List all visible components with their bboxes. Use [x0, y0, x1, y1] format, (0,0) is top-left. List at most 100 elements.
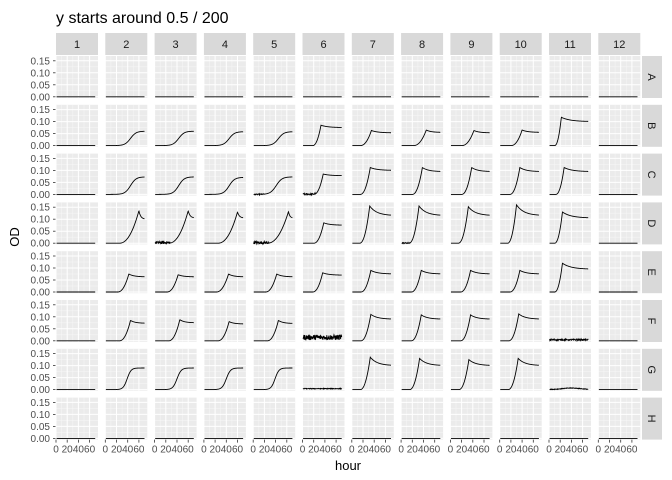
y-tick-label: 0.00 [31, 141, 51, 152]
panel-background [56, 153, 98, 196]
facet-panel [449, 348, 493, 391]
facet-panel [351, 202, 394, 245]
facet-panel [449, 104, 493, 147]
x-tick-label: 20 [555, 445, 567, 456]
x-tick-label: 60 [84, 445, 96, 456]
panel-background [499, 397, 542, 440]
row-strip [642, 348, 662, 391]
series-line [155, 176, 194, 195]
x-tick-label: 40 [221, 445, 233, 456]
facet-panel [548, 300, 591, 343]
row-strip [642, 153, 662, 196]
x-tick-label: 0 [300, 445, 306, 456]
panel-background [253, 104, 296, 147]
series-line [450, 314, 490, 342]
panel-background [450, 104, 493, 147]
x-tick-label: 40 [270, 445, 282, 456]
facet-panel [400, 251, 444, 294]
series-line [352, 269, 392, 293]
facet-panel [351, 397, 394, 440]
x-tick-label: 0 [201, 445, 207, 456]
series-line [253, 320, 293, 342]
facet-panel [302, 397, 345, 440]
x-tick-label: 60 [183, 445, 195, 456]
series-line [500, 357, 539, 391]
panel-background [253, 348, 296, 391]
row-strip [642, 202, 662, 245]
y-tick-label: 0.05 [31, 129, 51, 140]
y-tick-label: 0.00 [31, 336, 51, 347]
facet-panel [104, 202, 148, 245]
facet-panel [203, 251, 246, 294]
facet-panel [302, 348, 345, 391]
panel-background [56, 202, 98, 245]
panel-background [351, 251, 394, 294]
column-strip [401, 33, 444, 55]
facet-panel [597, 104, 641, 147]
x-axis-title: hour [335, 458, 362, 473]
series-line [303, 272, 342, 293]
panel-background [253, 56, 296, 98]
facet-panel [203, 202, 246, 245]
facet-panel [548, 251, 591, 294]
x-tick-label: 0 [398, 445, 404, 456]
column-strip [450, 33, 493, 55]
row-strip-label: B [645, 122, 657, 129]
x-tick-label: 40 [566, 445, 578, 456]
panel-background [450, 300, 493, 342]
chart-title: y starts around 0.5 / 200 [56, 10, 229, 27]
x-tick-label: 0 [546, 445, 552, 456]
facet-panel [55, 348, 98, 391]
x-tick-label: 60 [133, 445, 145, 456]
facet-panel [203, 56, 246, 98]
series-line [253, 273, 293, 293]
x-tick-label: 40 [122, 445, 134, 456]
row-strip-label: G [645, 366, 657, 375]
facet-panel [351, 104, 394, 147]
panel-background [401, 348, 444, 391]
series-line [155, 130, 194, 147]
panel-background [56, 56, 98, 98]
panel-background [450, 348, 493, 391]
panel-background [203, 202, 246, 245]
panel-background [499, 56, 542, 98]
facet-panel [449, 153, 493, 196]
facet-panel [449, 251, 493, 294]
panel-background [351, 300, 394, 342]
facet-panel [252, 251, 296, 294]
panel-background [105, 56, 148, 98]
series-line [253, 131, 293, 147]
panel-background [302, 397, 345, 440]
row-strip [642, 397, 662, 440]
panel-background [351, 56, 394, 98]
x-tick-label: 60 [331, 445, 343, 456]
x-tick-label: 60 [577, 445, 589, 456]
facet-panel [597, 348, 641, 391]
series-line [204, 273, 244, 293]
series-line [204, 211, 244, 244]
panel-background [351, 104, 394, 147]
facet-panel [548, 104, 591, 147]
y-axis-title: OD [7, 227, 22, 247]
panel-background [549, 153, 591, 196]
row-strip [642, 300, 662, 342]
x-tick-label: 20 [62, 445, 74, 456]
x-tick-label: 40 [517, 445, 529, 456]
series-line [549, 211, 589, 244]
x-tick-label: 0 [103, 445, 109, 456]
x-tick-label: 60 [380, 445, 392, 456]
y-tick-label: 0.10 [31, 215, 51, 226]
y-tick-label: 0.15 [31, 56, 51, 67]
y-tick-label: 0.15 [31, 203, 51, 214]
y-tick-label: 0.00 [31, 434, 51, 445]
panel-background [154, 348, 197, 391]
panel-background [56, 251, 98, 294]
x-tick-label: 20 [308, 445, 320, 456]
series-line [155, 319, 194, 342]
series-line [549, 116, 589, 147]
y-tick-label: 0.05 [31, 276, 51, 287]
facet-panel [400, 153, 444, 196]
series-line [549, 337, 589, 343]
panel-background [351, 153, 394, 196]
panel-background [203, 153, 246, 196]
